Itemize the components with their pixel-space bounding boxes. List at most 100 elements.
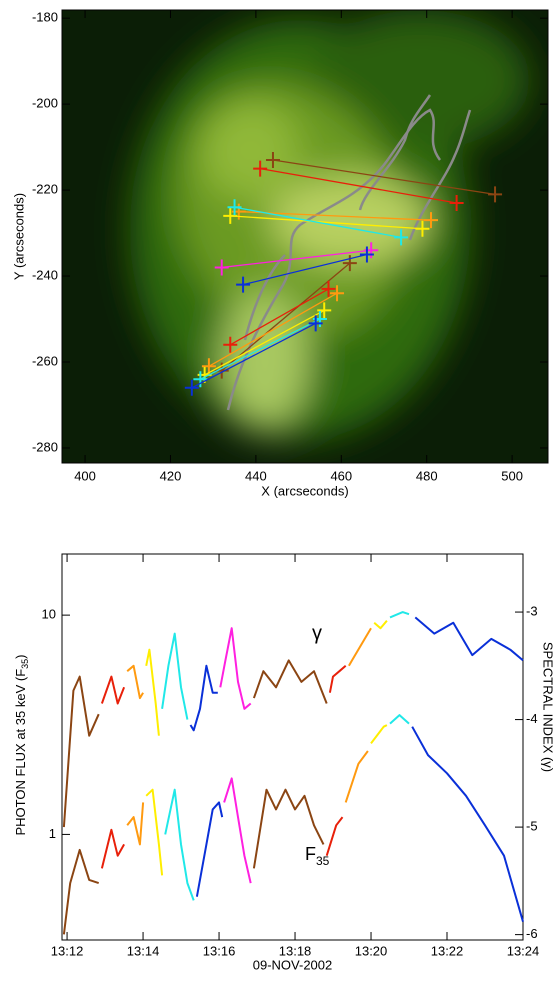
link-line — [229, 288, 329, 346]
x-tick-label: 13:16 — [203, 943, 236, 958]
series-line — [414, 616, 524, 662]
series-line — [252, 659, 328, 704]
series-line — [161, 632, 189, 720]
x-tick-label: 13:12 — [51, 943, 84, 958]
x-tick-label: 480 — [416, 468, 438, 483]
footpoint — [449, 194, 464, 211]
y-tick-label: -220 — [32, 182, 58, 197]
link-line — [234, 206, 402, 238]
series-line — [164, 788, 195, 901]
y-tick-label: 10 — [42, 607, 56, 622]
y-tick-label: -180 — [32, 10, 58, 25]
series-line — [145, 648, 160, 736]
x-tick-label: 13:14 — [127, 943, 160, 958]
flux-annotation: F35 — [305, 844, 330, 868]
footpoint — [223, 336, 238, 353]
series-line — [189, 664, 218, 732]
link-line — [260, 167, 457, 204]
series-line — [223, 777, 252, 884]
series-line — [325, 816, 344, 856]
series-line — [100, 675, 126, 705]
y-tick-label: -280 — [32, 439, 58, 454]
series-line — [62, 848, 100, 935]
flux-subscript: 35 — [316, 854, 330, 868]
footpoint — [394, 229, 409, 246]
footpoint — [330, 285, 345, 302]
footpoint — [317, 302, 332, 319]
x-tick-label: 13:22 — [431, 943, 464, 958]
series-line — [389, 714, 410, 725]
footpoint — [223, 207, 238, 224]
footpoint — [214, 259, 229, 276]
series-line — [100, 828, 125, 869]
link-line — [208, 292, 338, 367]
footpoint — [236, 276, 251, 293]
x-tick-label: 400 — [74, 468, 96, 483]
footpoint — [253, 160, 268, 177]
series-line — [389, 611, 410, 619]
series-line — [62, 675, 100, 828]
y-tick-label: -240 — [32, 267, 58, 282]
link-line — [191, 322, 316, 389]
contour — [243, 254, 286, 341]
footpoint — [193, 371, 208, 388]
footpoint — [321, 280, 336, 297]
solar-image — [62, 10, 548, 463]
series-line — [411, 726, 524, 922]
series-line — [328, 665, 347, 693]
y-label-text: PHOTON FLUX at 35 keV (F — [13, 669, 28, 836]
link-line — [238, 210, 432, 221]
contour — [408, 109, 472, 241]
link-line — [242, 253, 368, 286]
series-line — [252, 788, 325, 869]
footpoint — [265, 151, 280, 168]
x-tick-label: 13:20 — [355, 943, 388, 958]
y2-tick-label: -5 — [526, 819, 538, 834]
x-tick-label: 460 — [330, 468, 352, 483]
link-line — [272, 159, 496, 196]
footpoint — [308, 315, 323, 332]
footpoint — [415, 220, 430, 237]
y2-axis-label: SPECTRAL INDEX (γ) — [541, 642, 556, 772]
series-line — [373, 620, 388, 630]
footpoint — [184, 379, 199, 396]
footpoint — [227, 199, 242, 216]
series-line — [370, 724, 388, 745]
y-tick-label: -260 — [32, 353, 58, 368]
y-label-text: ) — [13, 655, 28, 659]
y-tick-label: -200 — [32, 96, 58, 111]
footpoint — [342, 255, 357, 272]
y2-tick-label: -6 — [526, 926, 538, 941]
flux-label: F — [305, 844, 316, 864]
link-line — [221, 249, 372, 269]
y2-tick-label: -3 — [526, 603, 538, 618]
y-axis-label: Y (arcseconds) — [11, 193, 26, 280]
y-axis-label: PHOTON FLUX at 35 keV (F35) — [13, 655, 30, 836]
series-line — [126, 664, 144, 700]
y2-tick-label: -4 — [526, 711, 538, 726]
link-line — [204, 309, 325, 376]
y-tick-label: 1 — [49, 826, 56, 841]
link-line — [230, 215, 423, 230]
link-line — [200, 318, 321, 380]
x-tick-label: 440 — [245, 468, 267, 483]
footpoint — [359, 246, 374, 263]
x-tick-label: 13:24 — [507, 943, 540, 958]
gamma-annotation: γ — [312, 622, 322, 644]
footpoint — [201, 358, 216, 375]
series-line — [195, 801, 224, 897]
footpoint — [423, 212, 438, 229]
x-axis-label: X (arcseconds) — [261, 483, 348, 498]
x-tick-label: 500 — [501, 468, 523, 483]
contour — [358, 94, 432, 211]
series-line — [145, 788, 164, 876]
x-tick-label: 13:18 — [279, 943, 312, 958]
series-line — [126, 802, 145, 846]
x-tick-label: 420 — [160, 468, 182, 483]
series-line — [219, 627, 252, 710]
y-label-subscript: 35 — [20, 659, 30, 669]
plot-frame — [61, 553, 524, 941]
plot-frame — [61, 9, 549, 464]
footpoint — [488, 186, 503, 203]
